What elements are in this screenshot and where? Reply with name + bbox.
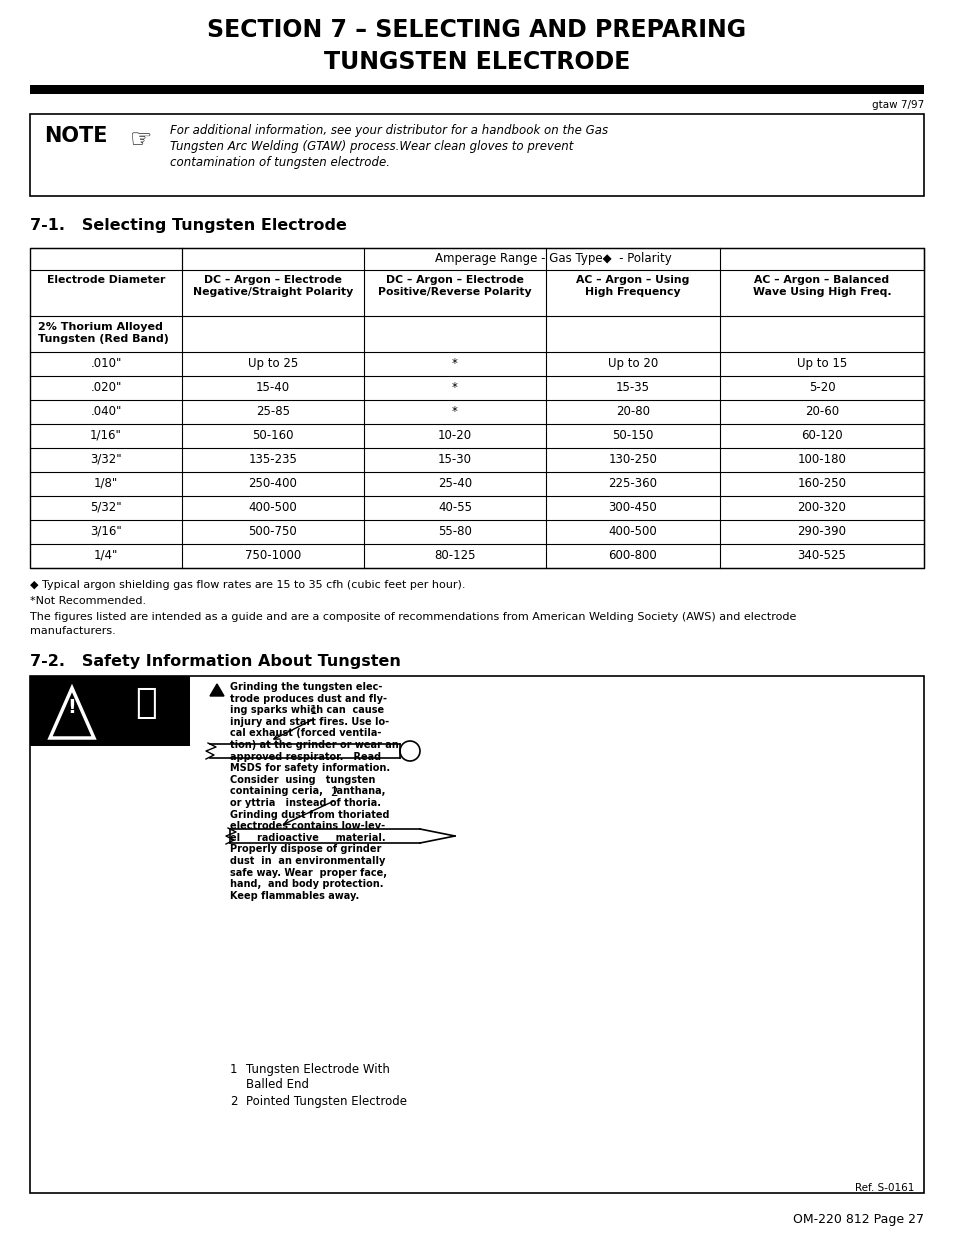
Text: .020": .020" xyxy=(91,382,122,394)
Text: 1: 1 xyxy=(310,704,317,718)
Text: Up to 20: Up to 20 xyxy=(607,357,658,370)
Text: 15-35: 15-35 xyxy=(616,382,649,394)
Text: 15-30: 15-30 xyxy=(437,453,472,466)
Text: OM-220 812 Page 27: OM-220 812 Page 27 xyxy=(792,1213,923,1226)
Text: 2% Thorium Alloyed
Tungsten (Red Band): 2% Thorium Alloyed Tungsten (Red Band) xyxy=(38,322,169,343)
Text: *: * xyxy=(452,357,457,370)
Text: Up to 25: Up to 25 xyxy=(248,357,297,370)
Text: 80-125: 80-125 xyxy=(434,550,476,562)
Text: 600-800: 600-800 xyxy=(608,550,657,562)
Text: 225-360: 225-360 xyxy=(608,477,657,490)
Text: 5/32": 5/32" xyxy=(91,501,122,514)
Text: AC – Argon – Using
High Frequency: AC – Argon – Using High Frequency xyxy=(576,275,689,296)
Text: Grinding the tungsten elec-
trode produces dust and fly-
ing sparks which can  c: Grinding the tungsten elec- trode produc… xyxy=(230,682,398,900)
Text: 3/16": 3/16" xyxy=(90,525,122,538)
Text: 300-450: 300-450 xyxy=(608,501,657,514)
Text: TUNGSTEN ELECTRODE: TUNGSTEN ELECTRODE xyxy=(323,49,630,74)
Text: SECTION 7 – SELECTING AND PREPARING: SECTION 7 – SELECTING AND PREPARING xyxy=(207,19,746,42)
Text: DC – Argon – Electrode
Negative/Straight Polarity: DC – Argon – Electrode Negative/Straight… xyxy=(193,275,353,296)
Text: Ref. S-0161: Ref. S-0161 xyxy=(854,1183,913,1193)
Text: ☞: ☞ xyxy=(130,128,152,152)
Text: ◆ Typical argon shielding gas flow rates are 15 to 35 cfh (cubic feet per hour).: ◆ Typical argon shielding gas flow rates… xyxy=(30,580,465,590)
Text: The figures listed are intended as a guide and are a composite of recommendation: The figures listed are intended as a gui… xyxy=(30,613,796,622)
Text: DC – Argon – Electrode
Positive/Reverse Polarity: DC – Argon – Electrode Positive/Reverse … xyxy=(377,275,531,296)
Bar xyxy=(30,248,923,568)
Bar xyxy=(30,114,923,196)
Text: 500-750: 500-750 xyxy=(249,525,297,538)
Text: 400-500: 400-500 xyxy=(249,501,297,514)
Text: 2: 2 xyxy=(330,785,337,799)
Text: .040": .040" xyxy=(91,405,122,417)
Text: 160-250: 160-250 xyxy=(797,477,845,490)
Text: 50-150: 50-150 xyxy=(612,429,653,442)
Text: Tungsten Arc Welding (GTAW) process.Wear clean gloves to prevent: Tungsten Arc Welding (GTAW) process.Wear… xyxy=(170,140,573,153)
Text: 7-2.   Safety Information About Tungsten: 7-2. Safety Information About Tungsten xyxy=(30,655,400,669)
Text: 200-320: 200-320 xyxy=(797,501,845,514)
Text: 25-40: 25-40 xyxy=(437,477,472,490)
Text: 130-250: 130-250 xyxy=(608,453,657,466)
Text: contamination of tungsten electrode.: contamination of tungsten electrode. xyxy=(170,156,390,169)
Bar xyxy=(30,676,923,1193)
Text: For additional information, see your distributor for a handbook on the Gas: For additional information, see your dis… xyxy=(170,124,607,137)
Text: manufacturers.: manufacturers. xyxy=(30,626,115,636)
Text: 10-20: 10-20 xyxy=(437,429,472,442)
Text: Up to 15: Up to 15 xyxy=(796,357,846,370)
Text: 750-1000: 750-1000 xyxy=(245,550,301,562)
Text: 50-160: 50-160 xyxy=(252,429,294,442)
Text: *: * xyxy=(452,405,457,417)
Text: 60-120: 60-120 xyxy=(801,429,841,442)
Bar xyxy=(30,85,923,94)
Text: 1: 1 xyxy=(230,1063,237,1076)
Text: 290-390: 290-390 xyxy=(797,525,845,538)
Text: .010": .010" xyxy=(91,357,122,370)
Text: 135-235: 135-235 xyxy=(249,453,297,466)
Text: Amperage Range - Gas Type◆  - Polarity: Amperage Range - Gas Type◆ - Polarity xyxy=(435,252,671,266)
Text: 25-85: 25-85 xyxy=(255,405,290,417)
Text: NOTE: NOTE xyxy=(44,126,108,146)
Text: 3/32": 3/32" xyxy=(91,453,122,466)
Text: 1/16": 1/16" xyxy=(90,429,122,442)
Text: *: * xyxy=(452,382,457,394)
Text: 100-180: 100-180 xyxy=(797,453,845,466)
Text: 20-80: 20-80 xyxy=(616,405,649,417)
Text: 55-80: 55-80 xyxy=(437,525,472,538)
Text: !: ! xyxy=(68,698,76,718)
Text: 1/4": 1/4" xyxy=(93,550,118,562)
Text: 400-500: 400-500 xyxy=(608,525,657,538)
Text: 250-400: 250-400 xyxy=(249,477,297,490)
Text: 15-40: 15-40 xyxy=(255,382,290,394)
Text: 340-525: 340-525 xyxy=(797,550,845,562)
Polygon shape xyxy=(210,684,224,697)
Text: 20-60: 20-60 xyxy=(804,405,839,417)
Text: Pointed Tungsten Electrode: Pointed Tungsten Electrode xyxy=(246,1095,407,1108)
Text: 2: 2 xyxy=(230,1095,237,1108)
Text: 5-20: 5-20 xyxy=(808,382,835,394)
Text: gtaw 7/97: gtaw 7/97 xyxy=(871,100,923,110)
Text: AC – Argon – Balanced
Wave Using High Freq.: AC – Argon – Balanced Wave Using High Fr… xyxy=(752,275,890,296)
Text: 7-1.   Selecting Tungsten Electrode: 7-1. Selecting Tungsten Electrode xyxy=(30,219,347,233)
Text: Tungsten Electrode With
Balled End: Tungsten Electrode With Balled End xyxy=(246,1063,390,1091)
Bar xyxy=(30,676,190,746)
Text: 1/8": 1/8" xyxy=(93,477,118,490)
Text: ⛔: ⛔ xyxy=(135,685,156,720)
Text: *Not Recommended.: *Not Recommended. xyxy=(30,597,146,606)
Text: Electrode Diameter: Electrode Diameter xyxy=(47,275,165,285)
Text: 40-55: 40-55 xyxy=(437,501,472,514)
